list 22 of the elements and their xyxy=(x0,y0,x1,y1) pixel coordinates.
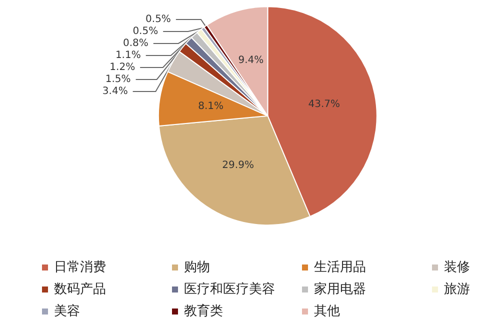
data-label: 1.2% xyxy=(110,62,136,73)
legend-label: 生活用品 xyxy=(314,260,366,275)
data-label: 0.8% xyxy=(122,38,148,49)
legend-label: 医疗和医疗美容 xyxy=(184,281,275,297)
legend-label: 其他 xyxy=(314,304,340,319)
legend-label: 日常消费 xyxy=(54,260,106,275)
data-label: 29.9% xyxy=(222,160,254,171)
data-label: 0.5% xyxy=(132,26,158,37)
legend-label: 教育类 xyxy=(184,303,223,319)
data-label: 3.4% xyxy=(102,86,128,97)
legend-label: 旅游 xyxy=(444,282,470,297)
data-label: 1.5% xyxy=(105,74,131,85)
data-label: 8.1% xyxy=(198,101,224,112)
data-label: 9.4% xyxy=(238,55,264,66)
legend-label: 美容 xyxy=(54,303,80,319)
legend-label: 购物 xyxy=(184,260,210,275)
legend-label: 数码产品 xyxy=(54,282,106,297)
legend-label: 家用电器 xyxy=(314,281,366,297)
data-label: 43.7% xyxy=(308,98,340,110)
legend-label: 装修 xyxy=(444,260,470,275)
data-label: 0.5% xyxy=(146,14,171,25)
data-label: 1.1% xyxy=(115,50,141,61)
